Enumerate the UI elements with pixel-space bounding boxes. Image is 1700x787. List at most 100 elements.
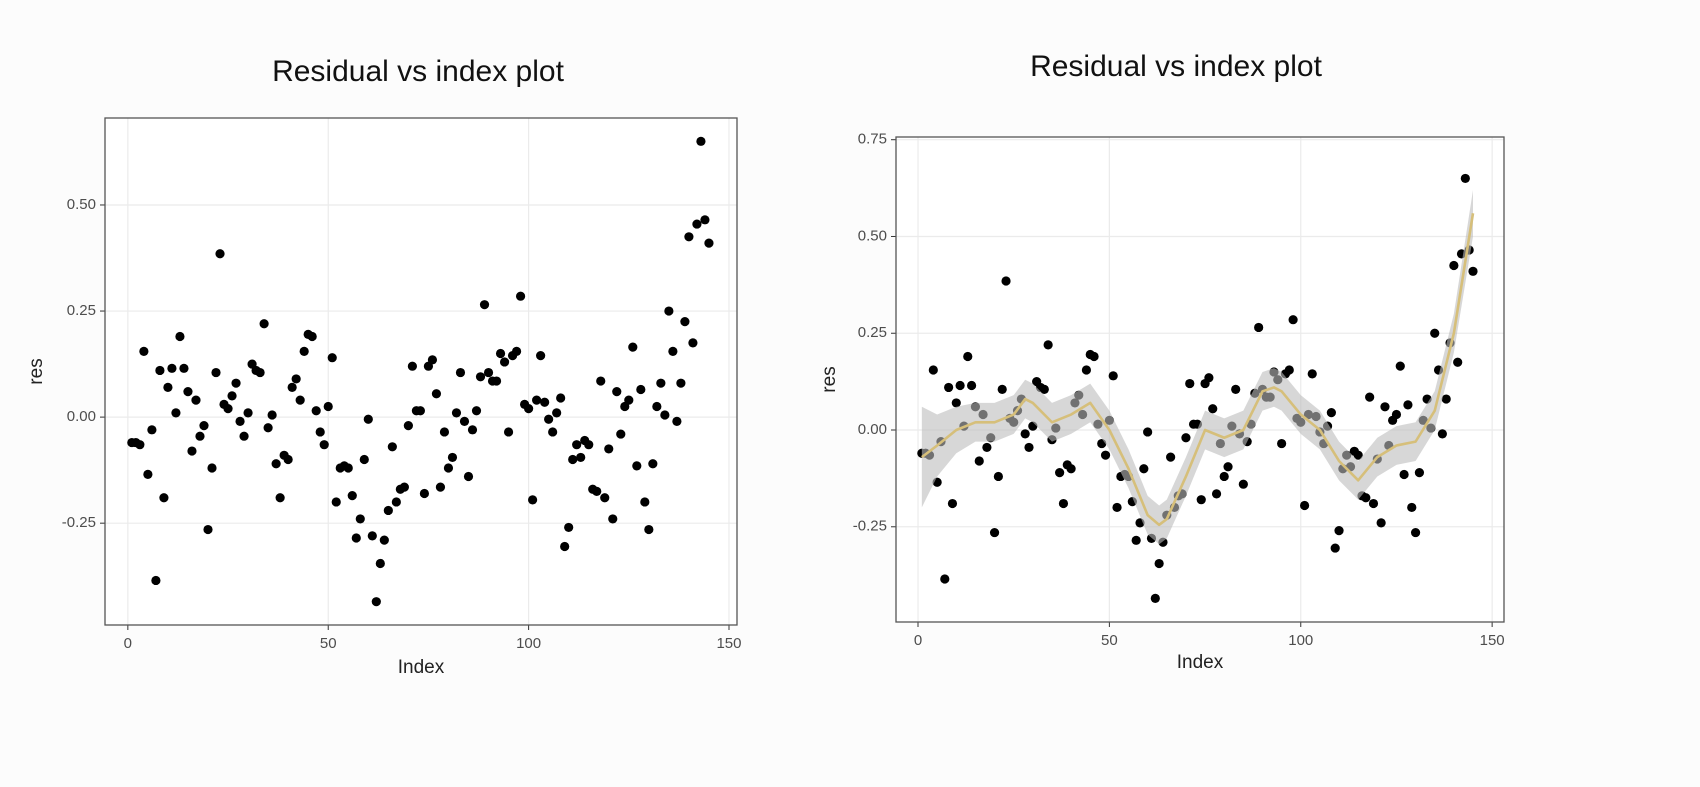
data-point [680, 317, 690, 327]
data-point [515, 291, 526, 301]
data-point [347, 490, 357, 501]
data-point [656, 378, 666, 388]
data-point [596, 376, 606, 386]
data-point [151, 575, 161, 586]
data-point [704, 238, 714, 248]
data-point [255, 367, 265, 378]
data-point [211, 367, 221, 378]
data-point [664, 306, 674, 316]
data-point [1254, 322, 1264, 333]
data-point [1150, 593, 1160, 603]
data-point [1066, 464, 1076, 474]
plot-background [105, 118, 737, 625]
x-tick-label: 0 [124, 635, 132, 652]
data-point [1039, 384, 1049, 394]
data-point [483, 367, 494, 378]
data-point [1380, 402, 1390, 412]
data-point [636, 384, 646, 395]
data-point [315, 427, 325, 437]
data-point [684, 232, 694, 242]
data-point [1441, 394, 1451, 404]
x-axis-label: Index [1177, 652, 1224, 673]
data-point [1299, 500, 1310, 511]
data-point [624, 395, 634, 405]
data-point [672, 416, 682, 426]
data-point [528, 495, 538, 505]
data-point [632, 461, 642, 471]
data-point [982, 442, 992, 453]
data-point [1043, 340, 1053, 350]
data-point [1131, 535, 1141, 545]
data-point [1365, 392, 1375, 402]
data-point [367, 531, 377, 541]
y-axis-label: res [26, 358, 47, 384]
data-point [499, 357, 510, 367]
data-point [271, 459, 281, 469]
data-point [195, 431, 205, 441]
data-point [363, 414, 373, 424]
data-point [1166, 452, 1176, 462]
data-point [1353, 450, 1363, 460]
data-point [1403, 400, 1413, 410]
data-point [955, 380, 965, 391]
data-point [1024, 442, 1034, 453]
data-point [552, 408, 562, 418]
data-point [974, 456, 984, 466]
data-point [1058, 498, 1069, 509]
data-point [243, 408, 253, 418]
data-point [427, 355, 438, 365]
data-point [143, 469, 153, 479]
data-point [600, 493, 610, 503]
data-point [997, 384, 1007, 394]
data-point [399, 482, 409, 492]
data-point [227, 391, 237, 401]
data-point [1185, 378, 1195, 389]
data-point [267, 410, 277, 420]
data-point [479, 300, 490, 310]
data-point [283, 454, 293, 465]
y-tick-label: 0.25 [67, 302, 96, 319]
data-point [351, 533, 361, 543]
data-point [1376, 518, 1386, 528]
data-point [660, 410, 670, 420]
data-point [291, 374, 301, 384]
data-point [1020, 429, 1030, 439]
data-point [415, 406, 425, 416]
data-point [147, 425, 157, 435]
data-point [431, 389, 442, 399]
data-point [179, 363, 189, 373]
data-point [311, 406, 321, 416]
data-point [275, 493, 285, 503]
data-point [239, 431, 249, 441]
data-point [556, 393, 566, 403]
data-point [1330, 543, 1340, 553]
chart-panel: Residual vs index plot Index res -0.25 0.00 0… [26, 55, 741, 678]
data-point [951, 398, 961, 408]
data-point [1414, 467, 1425, 478]
data-point [584, 440, 594, 450]
data-point [652, 401, 662, 412]
data-point [183, 387, 193, 397]
data-point [963, 351, 973, 362]
data-point [435, 482, 446, 492]
y-axis-label: res [819, 366, 840, 392]
data-point [1277, 438, 1287, 449]
data-point [1055, 467, 1065, 478]
chart-title: Residual vs index plot [272, 55, 564, 88]
data-point [966, 380, 977, 391]
data-point [1154, 558, 1164, 569]
data-point [989, 527, 1000, 538]
data-point [215, 249, 225, 259]
data-point [387, 442, 397, 452]
data-point [592, 486, 602, 496]
data-point [295, 395, 305, 405]
data-point [692, 219, 702, 229]
data-point [1139, 464, 1149, 474]
data-point [403, 420, 413, 431]
data-point [175, 331, 185, 342]
data-point [135, 440, 145, 450]
data-point [564, 522, 574, 533]
data-point [1399, 469, 1409, 480]
data-point [343, 463, 353, 473]
